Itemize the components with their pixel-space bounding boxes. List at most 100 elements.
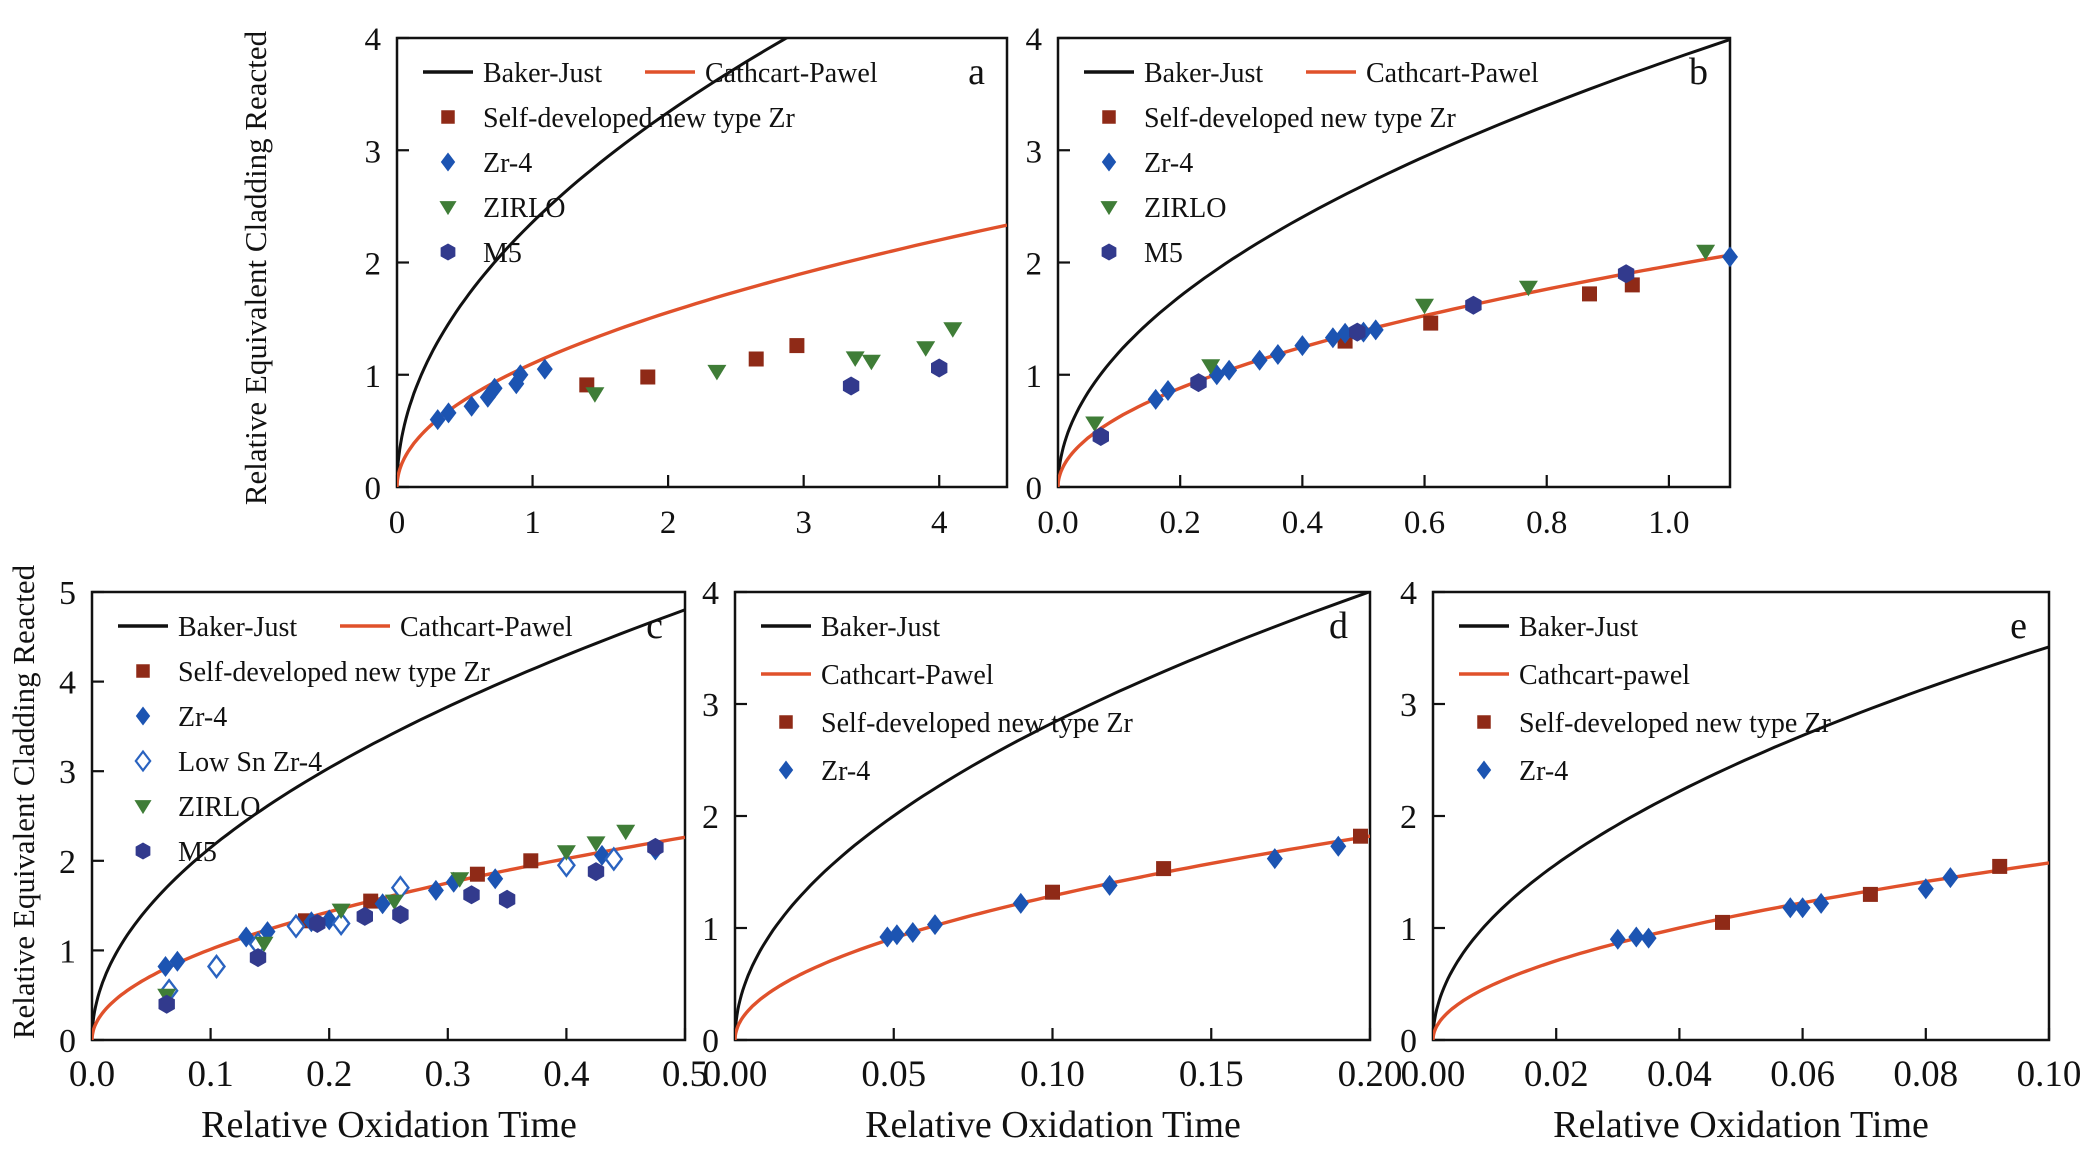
data-point xyxy=(1465,295,1482,315)
legend-label: Zr-4 xyxy=(1144,148,1193,179)
legend-label: ZIRLO xyxy=(178,792,260,823)
data-point xyxy=(1813,892,1830,914)
legend-label: Self-developed new type Zr xyxy=(1519,708,1831,739)
x-tick-label: 0 xyxy=(389,505,406,541)
legend: Baker-Just Cathcart-pawel Self-developed n… xyxy=(1459,612,1831,787)
legend-label: Self-developed new type Zr xyxy=(483,103,795,134)
panel-letter-b: b xyxy=(1689,51,1708,93)
data-point xyxy=(1092,427,1109,446)
series-zirlo xyxy=(157,824,636,1005)
legend-label: Cathcart-Pawel xyxy=(705,58,878,89)
legend-label: M5 xyxy=(178,837,217,868)
legend-marker-zirlo xyxy=(1100,201,1118,216)
data-point xyxy=(1269,344,1286,365)
curve-baker-just xyxy=(735,592,1370,1040)
x-tick-label: 2 xyxy=(660,505,677,541)
data-point xyxy=(1085,416,1105,432)
data-point xyxy=(374,893,391,915)
y-tick-label: 2 xyxy=(59,844,76,881)
data-point xyxy=(1722,246,1738,268)
series-zr-4 xyxy=(879,835,1347,948)
y-tick-label: 1 xyxy=(59,933,76,970)
data-point xyxy=(904,922,921,943)
data-point xyxy=(927,914,943,936)
chart-panel-a: 0 1 2 3 4 0 1 2 3 4 Baker-Just Cathcart-Pawel Self-d… xyxy=(365,22,1009,541)
data-point xyxy=(384,894,404,911)
legend-label: Baker-Just xyxy=(483,58,602,89)
x-tick-label: 0.05 xyxy=(861,1054,926,1095)
x-tick-label: 0.04 xyxy=(1647,1054,1712,1095)
data-point xyxy=(842,376,860,396)
y-tick-label: 2 xyxy=(1400,799,1417,836)
chart-panel-c: 0.0 0.1 0.2 0.3 0.4 0.5 0 1 2 3 4 5 Baker-Just Cathca… xyxy=(59,575,708,1095)
legend-label: Cathcart-pawel xyxy=(1519,660,1690,691)
legend-label: Cathcart-Pawel xyxy=(1366,58,1539,89)
legend-marker-zr-4 xyxy=(778,760,794,780)
data-point xyxy=(556,852,576,878)
data-point xyxy=(1794,897,1811,919)
curve-cathcart-pawel xyxy=(397,223,1007,487)
series-low-sn-zr-4 xyxy=(159,846,624,1004)
data-point xyxy=(587,862,605,882)
y-tick-label: 2 xyxy=(702,799,719,836)
x-tick-label: 0.1 xyxy=(187,1054,233,1095)
data-point xyxy=(845,351,865,367)
data-point xyxy=(1156,861,1172,877)
y-tick-label: 5 xyxy=(59,575,76,612)
y-tick-label: 0 xyxy=(1026,471,1043,507)
data-point xyxy=(498,889,516,909)
legend-label: Zr-4 xyxy=(821,756,870,787)
data-point xyxy=(1715,914,1730,930)
legend-label: M5 xyxy=(483,238,522,269)
y-tick-label: 0 xyxy=(365,471,382,507)
legend-label: Self-developed new type Zr xyxy=(821,708,1133,739)
legend-marker-zirlo xyxy=(134,800,152,815)
legend-label: Baker-Just xyxy=(821,612,940,643)
legend-label: Zr-4 xyxy=(1519,756,1568,787)
legend-label: Cathcart-Pawel xyxy=(821,660,994,691)
x-tick-label: 0.0 xyxy=(1037,505,1078,541)
data-point xyxy=(1294,335,1311,357)
data-point xyxy=(640,369,656,385)
legend: Baker-Just Cathcart-Pawel Self-developed n… xyxy=(423,58,878,269)
panel-letter-e: e xyxy=(2010,605,2027,647)
data-point xyxy=(331,911,351,936)
y-tick-label: 2 xyxy=(365,247,382,283)
y-tick-label: 4 xyxy=(365,22,382,58)
data-point xyxy=(1628,926,1645,948)
data-point xyxy=(931,358,948,378)
x-tick-label: 0.10 xyxy=(1020,1054,1085,1095)
series-zirlo xyxy=(1085,244,1716,432)
data-point xyxy=(331,903,351,920)
data-point xyxy=(1101,874,1118,896)
x-tick-label: 0.2 xyxy=(1160,505,1201,541)
data-point xyxy=(1518,280,1538,297)
plot-frame xyxy=(90,590,687,1042)
data-point xyxy=(169,950,186,972)
series-self-developed-new-type-zr xyxy=(579,338,805,393)
data-point xyxy=(523,853,539,869)
legend-marker-m5 xyxy=(440,243,456,261)
y-tick-label: 0 xyxy=(1400,1023,1417,1060)
y-tick-label: 1 xyxy=(365,359,382,395)
panel-letter-c: c xyxy=(646,605,663,647)
y-tick-label: 4 xyxy=(1400,575,1417,612)
x-tick-label: 0.4 xyxy=(1282,505,1323,541)
x-tick-label: 0.3 xyxy=(425,1054,471,1095)
data-point xyxy=(427,879,444,901)
data-point xyxy=(463,885,480,905)
data-point xyxy=(1349,322,1366,342)
legend-marker-self-developed-new-type-zr xyxy=(136,664,150,678)
data-point xyxy=(594,844,610,866)
legend-marker-self-developed-new-type-zr xyxy=(1477,715,1491,729)
panel-letter-d: d xyxy=(1329,605,1348,647)
data-point xyxy=(206,954,227,979)
x-tick-label: 0.8 xyxy=(1526,505,1567,541)
data-point xyxy=(536,358,553,380)
legend-marker-zr-4 xyxy=(440,152,456,172)
series-self-developed-new-type-zr xyxy=(1045,828,1368,900)
data-point xyxy=(916,341,936,357)
data-point xyxy=(1617,264,1635,284)
y-tick-label: 4 xyxy=(702,575,719,612)
